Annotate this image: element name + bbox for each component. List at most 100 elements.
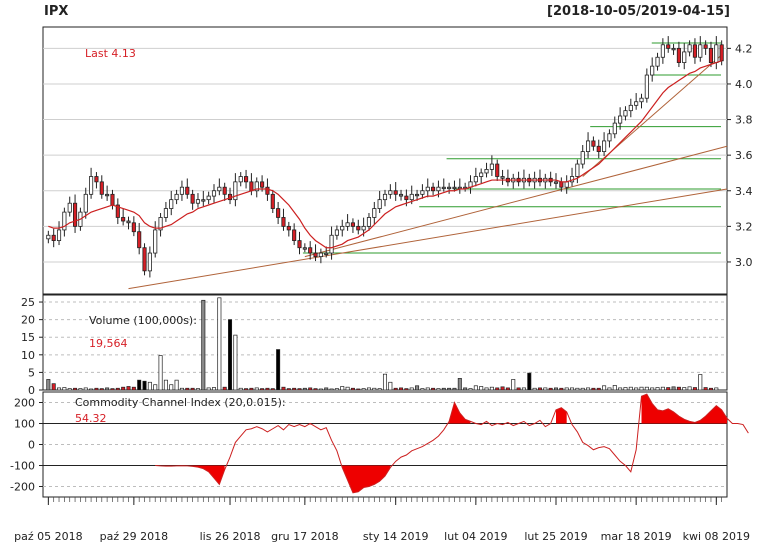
volume-bar bbox=[425, 387, 430, 391]
volume-bar bbox=[308, 387, 313, 391]
price-candle bbox=[222, 186, 227, 195]
volume-bar bbox=[217, 297, 222, 391]
price-candle bbox=[126, 220, 131, 224]
price-candle bbox=[131, 222, 136, 233]
x-tick-label: gru 17 2018 bbox=[271, 530, 338, 543]
price-candle bbox=[190, 193, 195, 204]
price-candle bbox=[698, 44, 703, 58]
volume-bar bbox=[484, 387, 489, 391]
volume-bar bbox=[644, 386, 649, 391]
price-candle bbox=[564, 181, 569, 188]
price-candle bbox=[420, 190, 425, 195]
price-candle bbox=[286, 225, 291, 231]
price-candle bbox=[233, 181, 238, 201]
cci-line bbox=[155, 393, 749, 494]
price-candle bbox=[425, 186, 430, 192]
price-candle bbox=[618, 115, 623, 124]
price-candle bbox=[350, 222, 355, 227]
volume-bar bbox=[393, 387, 398, 391]
x-tick-label: sty 14 2019 bbox=[363, 530, 429, 543]
price-candle bbox=[201, 199, 206, 202]
volume-bar bbox=[420, 388, 425, 391]
volume-bar bbox=[340, 386, 345, 391]
volume-bar bbox=[361, 388, 366, 391]
volume-bar bbox=[276, 349, 281, 391]
price-candle bbox=[46, 234, 51, 240]
volume-bar bbox=[404, 388, 409, 391]
price-tick-label: 3.6 bbox=[735, 149, 753, 162]
volume-bar bbox=[254, 387, 259, 391]
volume-bar bbox=[591, 387, 596, 391]
volume-bar bbox=[623, 387, 628, 391]
volume-bar bbox=[83, 387, 88, 391]
price-candle bbox=[575, 163, 580, 177]
volume-bar bbox=[147, 381, 152, 391]
price-candle bbox=[714, 44, 719, 63]
volume-bar bbox=[73, 387, 78, 391]
price-candle bbox=[489, 163, 494, 170]
volume-bar bbox=[121, 386, 126, 391]
price-candle bbox=[666, 44, 671, 49]
price-candle bbox=[580, 151, 585, 165]
volume-bar bbox=[137, 379, 142, 391]
volume-bar bbox=[564, 387, 569, 391]
cci-oversold-fill bbox=[160, 465, 225, 485]
volume-bar bbox=[618, 387, 623, 391]
volume-bar bbox=[489, 386, 494, 391]
price-candle bbox=[660, 44, 665, 58]
price-candle bbox=[708, 47, 714, 64]
price-candle bbox=[719, 44, 724, 62]
price-candle bbox=[265, 186, 270, 195]
volume-bar bbox=[195, 388, 200, 391]
price-candle bbox=[372, 208, 377, 218]
volume-bar bbox=[698, 374, 703, 391]
price-candle bbox=[302, 247, 307, 250]
volume-bar bbox=[553, 387, 559, 391]
price-candle bbox=[366, 217, 372, 227]
price-candle bbox=[602, 140, 607, 152]
price-candle bbox=[388, 190, 393, 195]
price-last-label: Last 4.13 bbox=[85, 47, 136, 60]
price-candle bbox=[484, 168, 489, 174]
price-candle bbox=[628, 104, 633, 112]
price-candle bbox=[238, 176, 243, 183]
volume-bar bbox=[324, 387, 329, 391]
cci-tick-label: 0 bbox=[28, 439, 35, 452]
volume-bar bbox=[244, 388, 249, 391]
price-candle bbox=[211, 190, 217, 197]
price-candle bbox=[655, 56, 660, 67]
price-candle bbox=[436, 186, 441, 192]
price-candle bbox=[495, 163, 500, 177]
price-candle bbox=[361, 225, 366, 231]
price-candle bbox=[382, 193, 388, 201]
price-candle bbox=[404, 195, 409, 201]
volume-bar bbox=[179, 387, 184, 391]
price-candle bbox=[137, 231, 142, 249]
volume-bar bbox=[169, 384, 174, 391]
cci-overbought-fill bbox=[556, 407, 567, 424]
cci-tick-label: -200 bbox=[10, 481, 35, 494]
volume-bar bbox=[377, 388, 382, 391]
volume-bar bbox=[292, 387, 297, 391]
volume-bar bbox=[185, 387, 190, 391]
volume-bar bbox=[682, 387, 687, 391]
volume-bar bbox=[356, 388, 361, 391]
price-candle bbox=[121, 217, 126, 222]
volume-bar bbox=[163, 379, 168, 391]
volume-bar bbox=[463, 387, 468, 391]
price-tick-label: 4.0 bbox=[735, 78, 753, 91]
x-tick-label: paź 05 2018 bbox=[14, 530, 82, 543]
volume-bar bbox=[142, 380, 147, 391]
volume-bar bbox=[281, 386, 286, 391]
cci-title: Commodity Channel Index (20,0.015): bbox=[75, 396, 286, 409]
price-tick-label: 3.0 bbox=[735, 256, 753, 269]
volume-tick-label: 5 bbox=[28, 366, 35, 379]
volume-bar bbox=[468, 388, 473, 391]
volume-bar bbox=[666, 387, 671, 391]
volume-bar bbox=[174, 379, 179, 391]
cci-tick-label: -100 bbox=[10, 460, 35, 473]
volume-bar bbox=[447, 387, 452, 391]
volume-last-label: 19,564 bbox=[89, 337, 128, 350]
volume-bar bbox=[634, 387, 639, 391]
